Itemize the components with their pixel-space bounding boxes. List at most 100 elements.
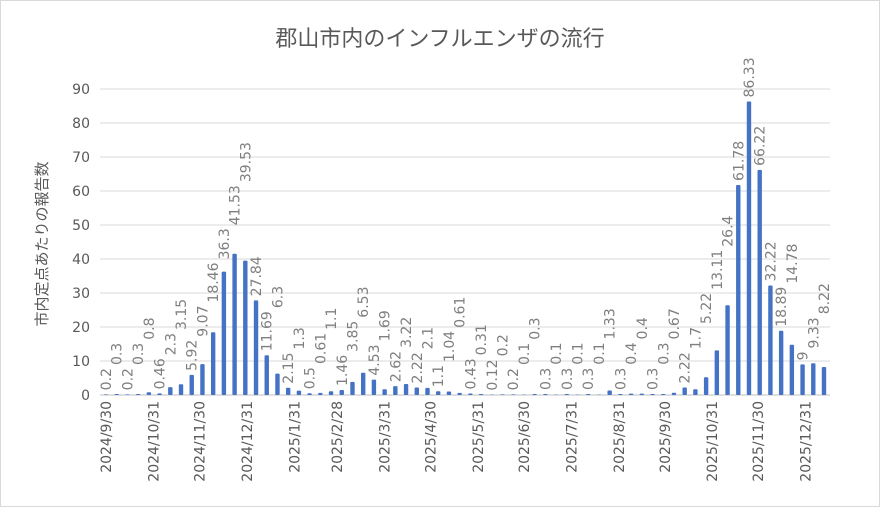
bar (693, 389, 698, 395)
data-label: 61.78 (731, 141, 747, 181)
y-tick-label: 70 (72, 150, 90, 166)
data-label: 1.3 (292, 327, 308, 349)
y-tick-label: 90 (72, 82, 90, 98)
data-label: 32.22 (763, 241, 779, 281)
bar (114, 393, 119, 395)
data-label: 86.33 (742, 57, 758, 97)
data-label: 1.04 (442, 331, 458, 362)
bar (757, 169, 762, 395)
data-label: 27.84 (249, 256, 265, 296)
bar (178, 384, 184, 395)
x-tick-label: 2024/12/31 (240, 401, 256, 482)
data-label: 13.11 (710, 250, 726, 290)
bar (243, 260, 248, 395)
bar (285, 387, 291, 395)
bar (328, 391, 334, 395)
bar (403, 384, 409, 395)
bar (650, 393, 655, 395)
bar (468, 393, 473, 395)
bar (682, 387, 687, 395)
data-label: 0.2 (496, 334, 512, 356)
data-label: 3.15 (174, 299, 190, 330)
y-tick-label: 80 (72, 116, 90, 132)
y-tick-label: 30 (72, 286, 90, 302)
data-label: 0.1 (549, 342, 565, 364)
data-label: 66.22 (753, 126, 769, 166)
data-label: 0.3 (613, 368, 629, 390)
bar (639, 393, 645, 395)
bar (436, 391, 441, 395)
data-label: 1.1 (431, 365, 447, 387)
bar (318, 392, 323, 395)
bar (800, 364, 805, 395)
x-tick-label: 2024/11/30 (192, 401, 208, 482)
y-tick-label: 40 (72, 252, 90, 268)
data-label: 3.85 (345, 321, 361, 352)
x-tick-label: 2024/9/30 (99, 401, 115, 473)
data-label: 0.1 (592, 342, 608, 364)
data-label: 2.22 (678, 352, 694, 383)
y-axis-label: 市内定点あたりの報告数 (33, 161, 51, 326)
bar (768, 285, 773, 395)
bar (275, 373, 280, 395)
data-label: 0.3 (581, 368, 597, 390)
x-tick-label: 2025/7/31 (564, 401, 580, 473)
data-label: 36.3 (217, 228, 233, 259)
data-label: 0.2 (120, 368, 136, 390)
bar (189, 374, 194, 395)
bar (703, 377, 709, 395)
bar (789, 344, 795, 395)
bar (382, 389, 387, 395)
x-tick-label: 2025/11/30 (751, 401, 767, 482)
y-tick-label: 50 (72, 218, 90, 234)
data-label: 0.43 (463, 358, 479, 389)
bar (736, 184, 741, 395)
bar (200, 364, 205, 395)
data-label: 4.53 (367, 344, 383, 375)
bar (232, 253, 237, 395)
data-label: 5.22 (699, 293, 715, 324)
y-tick-label: 60 (72, 184, 90, 200)
data-label: 0.3 (131, 343, 147, 365)
data-label: 0.2 (506, 368, 522, 390)
bar (532, 393, 537, 395)
data-label: 0.3 (110, 343, 126, 365)
bar (393, 386, 398, 395)
data-label: 1.46 (335, 355, 351, 386)
bar (746, 101, 752, 395)
x-tick-label: 2025/10/31 (705, 401, 721, 482)
data-label: 14.78 (785, 244, 801, 284)
bar (360, 372, 366, 395)
data-label: 0.5 (303, 367, 319, 389)
data-label: 2.15 (281, 353, 297, 384)
data-label: 0.46 (153, 358, 169, 389)
x-tick-label: 2025/5/31 (471, 401, 487, 473)
data-label: 5.92 (185, 340, 201, 371)
bar (661, 393, 666, 395)
data-label: 0.3 (646, 368, 662, 390)
bar (778, 330, 784, 395)
data-label: 9.07 (195, 306, 211, 337)
data-label: 0.4 (635, 317, 651, 339)
data-label: 0.3 (538, 368, 554, 390)
x-tick-label: 2025/1/31 (287, 401, 303, 473)
x-tick-label: 2025/8/31 (612, 401, 628, 473)
bar (307, 393, 312, 395)
data-label: 1.7 (688, 327, 704, 349)
bar (543, 393, 548, 395)
data-label: 8.22 (817, 283, 833, 314)
bar (135, 393, 141, 395)
data-label: 41.53 (228, 185, 244, 225)
data-label: 0.67 (667, 308, 683, 339)
data-label: 1.1 (324, 308, 340, 330)
bar (414, 387, 419, 395)
y-tick-label: 20 (72, 320, 90, 336)
x-tick-label: 2025/4/30 (424, 401, 440, 473)
data-label: 11.69 (260, 311, 276, 351)
bar (725, 305, 730, 395)
bar (339, 390, 344, 395)
bar (210, 332, 216, 395)
data-label: 0.12 (485, 359, 501, 390)
bar (168, 387, 173, 395)
